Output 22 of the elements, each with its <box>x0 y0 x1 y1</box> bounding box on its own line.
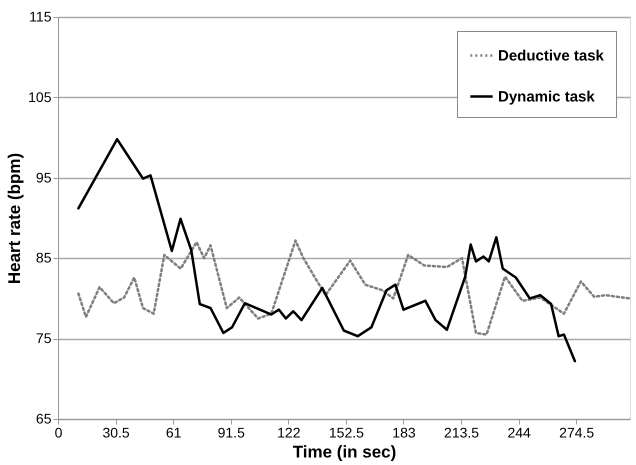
x-tick-label: 30.5 <box>102 424 130 440</box>
x-tick-label: 122 <box>277 424 301 440</box>
x-tick-label: 61 <box>166 424 182 440</box>
y-tick-label: 115 <box>29 8 52 24</box>
legend-label: Dynamic task <box>498 88 596 106</box>
x-tick-label: 152.5 <box>328 424 364 440</box>
y-tick-label: 75 <box>36 330 52 346</box>
y-axis-title: Heart rate (bpm) <box>5 152 24 284</box>
y-tick-label: 95 <box>36 169 52 186</box>
y-tick-label: 65 <box>36 410 52 426</box>
legend-label: Deductive task <box>498 48 605 64</box>
x-tick-label: 213.5 <box>444 424 480 440</box>
x-tick-label: 244 <box>507 424 532 440</box>
x-tick-label: 91.5 <box>218 424 246 440</box>
line-series <box>77 138 576 362</box>
y-tick-label: 105 <box>28 88 52 105</box>
x-axis-title: Time (in sec) <box>292 442 396 462</box>
line-series <box>77 239 631 336</box>
x-tick-label: 0 <box>54 424 63 440</box>
x-tick-label: 183 <box>392 424 416 440</box>
y-tick-label: 85 <box>36 250 52 266</box>
x-tick-label: 274.5 <box>559 424 594 440</box>
